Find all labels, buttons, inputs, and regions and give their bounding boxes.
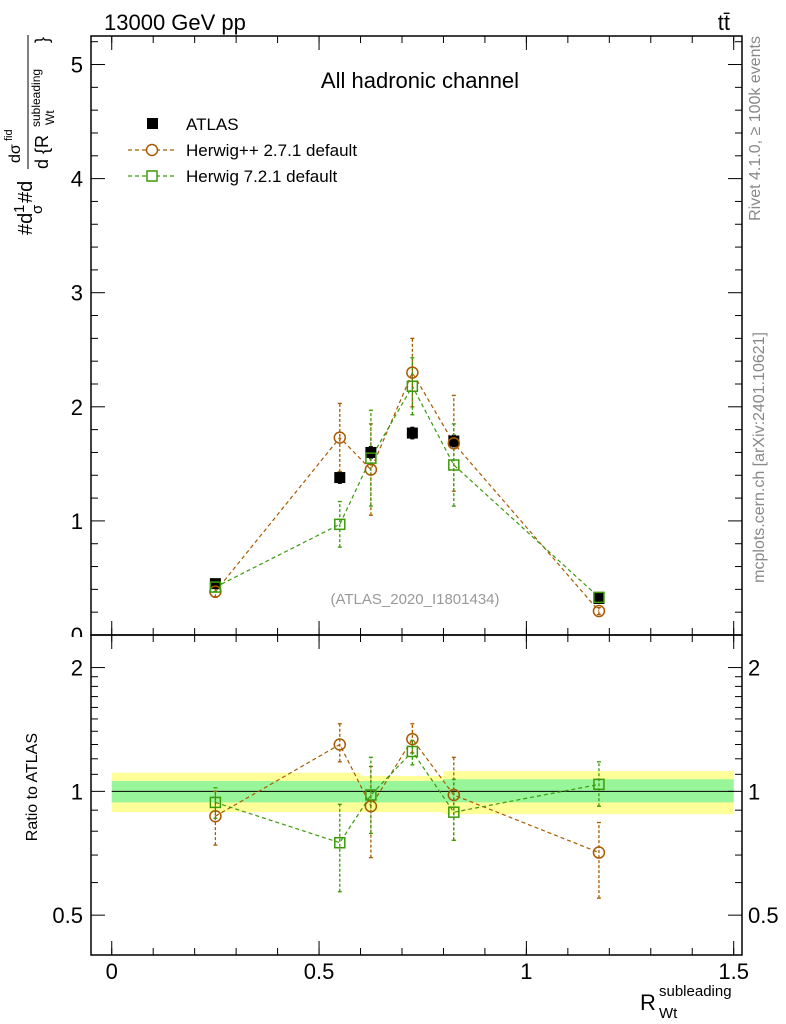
main-series-lines [214, 371, 600, 612]
ratio-point-herwig7-5 [593, 778, 605, 791]
ratio-point-herwig7-4 [448, 806, 460, 818]
ylabel-frac2-den: d {R [32, 135, 52, 169]
xlabel-sup: subleading [659, 983, 732, 1000]
ratio-markers [209, 732, 606, 859]
legend-label-herwig7: Herwig 7.2.1 default [186, 167, 337, 186]
main-point-atlas-3 [406, 427, 418, 439]
rivet-label: Rivet 4.1.0, ≥ 100k events [747, 36, 764, 221]
ratio-ytick-label-right: 0.5 [748, 903, 779, 928]
xlabel-main: R [640, 990, 656, 1015]
ratio-series-lines [215, 738, 600, 854]
chart-title: All hadronic channel [321, 68, 519, 93]
main-ytick-label: 3 [71, 281, 83, 306]
ratio-point-herwig7-1 [334, 836, 346, 849]
legend-marker-atlas [147, 118, 158, 129]
xlabel-sub: Wt [659, 1005, 678, 1022]
ratio-point-herwigpp-0 [209, 809, 222, 823]
main-line-herwigpp [214, 371, 600, 612]
ratio-ticks [91, 635, 742, 955]
ratio-point-herwigpp-2 [364, 799, 378, 813]
ratio-point-herwigpp-1 [333, 738, 347, 751]
ratio-xtick-label: 1.5 [718, 959, 749, 984]
ylabel-mid: #d [15, 181, 37, 203]
main-point-herwigpp-5 [592, 604, 606, 618]
legend: ATLAS Herwig++ 2.7.1 default Herwig 7.2.… [128, 115, 357, 186]
main-markers [209, 366, 606, 618]
main-ytick-label: 4 [71, 167, 83, 192]
analysis-watermark: (ATLAS_2020_I1801434) [330, 591, 499, 608]
ylabel-frac2-num: dσ [7, 144, 24, 163]
mcplots-label: mcplots.cern.ch [arXiv:2401.10621] [751, 332, 768, 583]
ratio-uncertainty-bands [111, 771, 734, 815]
main-point-atlas-1 [334, 472, 346, 484]
main-ytick-label: 5 [71, 53, 83, 78]
legend-label-atlas: ATLAS [186, 115, 239, 134]
ratio-point-herwig7-2 [365, 789, 377, 801]
main-point-herwig7-3 [406, 380, 419, 393]
ratio-y-tick-labels: 0.5 0.5 1 1 2 2 [52, 656, 778, 929]
ylabel-frac2-den-close: } [32, 37, 52, 43]
main-point-herwigpp-1 [333, 431, 347, 444]
main-error-bars [213, 337, 601, 616]
ratio-ytick-label: 1 [71, 779, 83, 804]
ratio-ytick-label-right: 1 [748, 779, 760, 804]
ylabel-frac2-den-sup: subleading [29, 69, 43, 127]
ratio-y-axis-label: Ratio to ATLAS [24, 733, 41, 841]
ratio-panel: 0.5 0.5 1 1 2 2 0 0.5 1 1.5 Ratio to ATLAS R sub… [24, 634, 779, 1022]
ylabel-prefix: #d [15, 213, 37, 235]
ratio-ytick-label: 0.5 [52, 903, 83, 928]
ratio-xtick-label: 1 [520, 959, 532, 984]
main-ytick-label: 2 [71, 395, 83, 420]
ratio-xtick-label: 0.5 [304, 959, 335, 984]
process-label: tt̄ [718, 10, 730, 35]
ratio-point-herwig7-0 [209, 796, 222, 809]
ratio-point-herwig7-3 [406, 745, 419, 758]
main-point-herwigpp-4 [447, 437, 461, 450]
ratio-ytick-label-right: 2 [748, 656, 760, 681]
ylabel-frac2-den-sub: Wt [43, 110, 57, 125]
ratio-ytick-label: 2 [71, 656, 83, 681]
ylabel-frac1-num: 1 [11, 205, 28, 213]
legend-marker-herwigpp [145, 143, 159, 157]
main-point-atlas-5 [593, 592, 605, 604]
ratio-band-inner-2 [443, 779, 734, 803]
main-line-herwig7 [215, 385, 600, 598]
ratio-point-herwigpp-5 [592, 846, 606, 859]
ratio-xtick-label: 0 [106, 959, 118, 984]
main-point-herwig7-2 [365, 452, 377, 464]
main-ytick-label: 1 [71, 509, 83, 534]
legend-label-herwigpp: Herwig++ 2.7.1 default [186, 141, 357, 160]
main-ticks [91, 36, 742, 636]
main-point-herwig7-0 [209, 581, 222, 593]
main-point-atlas-4 [448, 435, 460, 447]
svg-text:#d: #d [15, 213, 37, 235]
ratio-point-herwigpp-4 [447, 788, 461, 802]
energy-label: 13000 GeV pp [104, 10, 246, 35]
ratio-frame [90, 634, 743, 956]
ratio-line-herwig7 [215, 750, 600, 844]
main-point-atlas-0 [209, 578, 221, 590]
legend-marker-herwig7 [146, 170, 158, 182]
ratio-point-herwigpp-3 [406, 732, 419, 746]
main-point-herwig7-4 [448, 459, 460, 471]
main-y-axis-label: #d 1 σ #d dσ fid d {R subleading Wt } [3, 35, 57, 235]
main-ytick-zero-mask [40, 637, 90, 651]
ratio-x-tick-labels: 0 0.5 1 1.5 [106, 959, 749, 984]
main-point-herwigpp-2 [364, 463, 378, 476]
ylabel-frac1-den: σ [29, 204, 46, 214]
main-point-herwig7-5 [593, 591, 605, 604]
x-axis-label: R subleading Wt [640, 983, 732, 1022]
ylabel-frac2-num-sup: fid [3, 129, 15, 141]
main-point-herwigpp-3 [406, 366, 419, 379]
main-point-herwig7-1 [334, 518, 346, 531]
